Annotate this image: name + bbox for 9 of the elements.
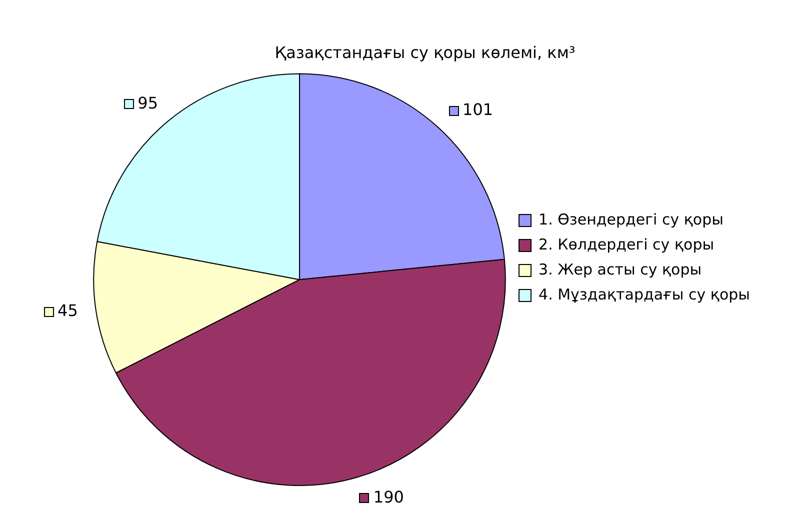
legend-label: 4. Мұздақтардағы су қоры xyxy=(538,285,750,304)
chart-title: Қазақстандағы су қоры көлемі, км³ xyxy=(274,42,576,62)
data-label: 45 xyxy=(58,301,78,320)
data-label: 101 xyxy=(462,100,494,119)
data-label: 190 xyxy=(373,488,404,507)
data-label: 95 xyxy=(138,93,158,112)
legend-label: 2. Көлдердегі су қоры xyxy=(538,235,714,254)
legend-label: 1. Өзендердегі су қоры xyxy=(538,210,724,228)
legend-label: 3. Жер асты су қоры xyxy=(538,260,702,278)
